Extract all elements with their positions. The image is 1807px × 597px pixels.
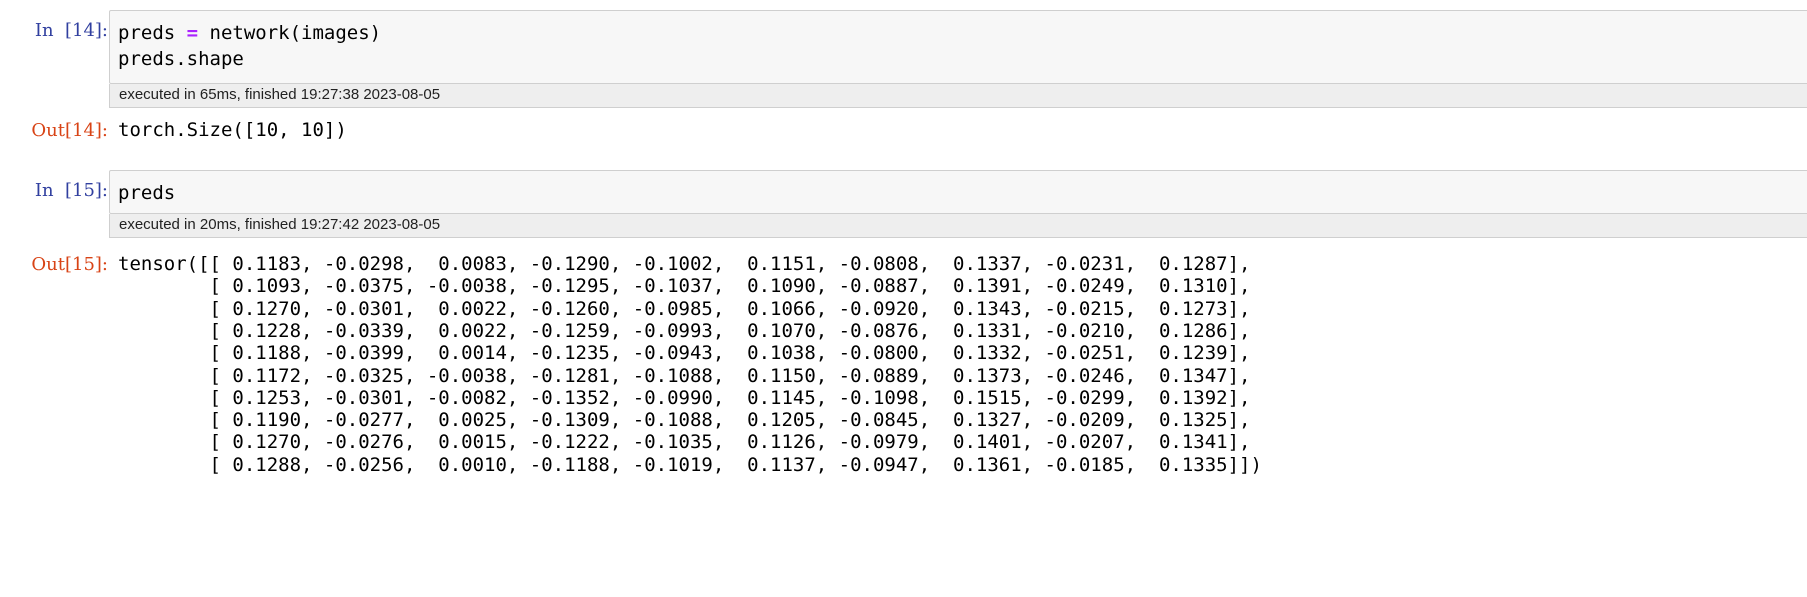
tensor-output-line: [ 0.1288, -0.0256, 0.0010, -0.1188, -0.1… <box>118 453 1262 476</box>
output-prompt: Out[14]: <box>31 120 108 141</box>
code-cell-15[interactable]: In [15]: preds executed in 20ms, finishe… <box>0 160 1807 597</box>
tensor-output-line: [ 0.1188, -0.0399, 0.0014, -0.1235, -0.0… <box>118 342 1251 365</box>
code-editor[interactable]: preds = network(images) preds.shape <box>109 10 1807 84</box>
input-prompt: In [14]: <box>34 20 108 41</box>
cell-output: torch.Size([10, 10]) <box>118 119 347 141</box>
tensor-output-line: [ 0.1253, -0.0301, -0.0082, -0.1352, -0.… <box>118 386 1251 409</box>
tensor-output-line: [ 0.1270, -0.0301, 0.0022, -0.1260, -0.0… <box>118 297 1251 320</box>
execution-info: executed in 65ms, finished 19:27:38 2023… <box>109 84 1807 108</box>
code-line[interactable]: preds <box>118 182 176 204</box>
code-editor[interactable]: preds <box>109 170 1807 214</box>
input-prompt: In [15]: <box>34 180 108 201</box>
tensor-output-line: [ 0.1270, -0.0276, 0.0015, -0.1222, -0.1… <box>118 431 1251 454</box>
output-prompt: Out[15]: <box>31 254 108 275</box>
tensor-output-line: [ 0.1172, -0.0325, -0.0038, -0.1281, -0.… <box>118 364 1251 387</box>
tensor-output-line: [ 0.1093, -0.0375, -0.0038, -0.1295, -0.… <box>118 275 1251 298</box>
tensor-output-line: [ 0.1190, -0.0277, 0.0025, -0.1309, -0.1… <box>118 409 1251 432</box>
tensor-output-line: [ 0.1228, -0.0339, 0.0022, -0.1259, -0.0… <box>118 319 1251 342</box>
code-line[interactable]: preds = network(images) <box>118 22 382 44</box>
execution-info: executed in 20ms, finished 19:27:42 2023… <box>109 214 1807 238</box>
code-line[interactable]: preds.shape <box>118 48 244 70</box>
tensor-output-line: tensor([[ 0.1183, -0.0298, 0.0083, -0.12… <box>118 253 1251 275</box>
code-cell-14[interactable]: In [14]: preds = network(images) preds.s… <box>0 0 1807 160</box>
